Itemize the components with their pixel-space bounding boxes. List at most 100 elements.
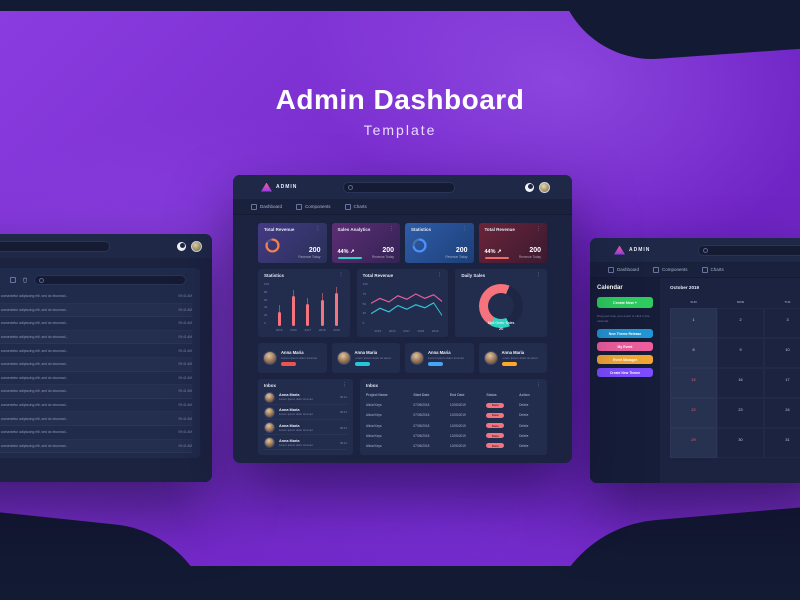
nav-item-dashboard[interactable]: Dashboard — [251, 203, 282, 210]
stat-card-total-revenue[interactable]: Total Revenue ⋮ 200 Revenue Today — [258, 223, 327, 263]
table-row[interactable]: Alicia Keys 07/05/2018 12/05/2019 Done Delet… — [366, 441, 541, 451]
kebab-menu-icon[interactable]: ⋮ — [389, 226, 394, 232]
calendar-cell[interactable]: 22 — [670, 398, 717, 428]
app-logo[interactable]: ADMIN — [261, 182, 297, 192]
profile-avatar — [336, 351, 351, 365]
status-pill[interactable]: Done — [486, 443, 505, 449]
kebab-menu-icon[interactable]: ⋮ — [536, 382, 541, 388]
nav-item-components[interactable]: Components — [653, 266, 688, 273]
table-row[interactable]: Alicia Keys 07/05/2018 12/05/2019 Done Delet… — [366, 410, 541, 420]
delete-action[interactable]: Delete — [519, 403, 529, 408]
nav-item-charts[interactable]: Charts — [344, 203, 367, 210]
calendar-cell[interactable]: 3 — [764, 308, 800, 338]
trash-icon[interactable] — [22, 277, 28, 283]
delete-action[interactable]: Delete — [519, 413, 529, 418]
inbox-row[interactable]: Anna Maria Lorem ipsum dolor sit amet 09:4… — [264, 436, 347, 451]
status-pill[interactable]: Done — [486, 433, 505, 439]
kebab-menu-icon[interactable]: ⋮ — [536, 226, 541, 232]
app-logo[interactable]: ADMIN — [614, 245, 650, 255]
event-button-my-event[interactable]: My Event — [597, 342, 653, 351]
table-row[interactable]: Alicia Keys 07/05/2018 12/05/2019 Done Delet… — [366, 421, 541, 431]
kebab-menu-icon[interactable]: ⋮ — [342, 382, 347, 388]
calendar-cell[interactable]: 24 — [764, 398, 800, 428]
message-row[interactable]: Lorem ipsum dolor sit amet, consectetur … — [0, 399, 192, 413]
message-row[interactable]: Lorem ipsum dolor sit amet, consectetur … — [0, 290, 192, 304]
nav-item-dashboard[interactable]: Dashboard — [608, 266, 640, 273]
search-input[interactable] — [698, 244, 800, 256]
create-new-button[interactable]: Create New + — [597, 297, 653, 308]
message-row[interactable]: Lorem ipsum dolor sit amet, consectetur … — [0, 385, 192, 399]
table-row[interactable]: Alicia Keys 07/05/2018 12/05/2019 Done Delet… — [366, 431, 541, 441]
calendar-cell[interactable]: 17 — [764, 368, 800, 398]
inbox-row[interactable]: Anna Maria Lorem ipsum dolor sit amet 09:4… — [264, 406, 347, 420]
mail-search-input[interactable] — [34, 275, 186, 285]
bar-group[interactable]: 2017 — [303, 297, 313, 332]
search-input[interactable] — [343, 181, 456, 193]
message-row[interactable]: Lorem ipsum dolor sit amet, consectetur … — [0, 358, 192, 372]
message-row[interactable]: Lorem ipsum dolor sit amet, consectetur … — [0, 304, 192, 318]
status-pill[interactable]: Done — [486, 412, 505, 418]
delete-action[interactable]: Delete — [519, 443, 529, 448]
kebab-menu-icon[interactable]: ⋮ — [437, 272, 443, 278]
message-row[interactable]: Lorem ipsum dolor sit amet, consectetur … — [0, 372, 192, 386]
calendar-cell[interactable]: 1 — [670, 308, 717, 338]
event-button-new-theme-release[interactable]: New Theme Release — [597, 329, 653, 338]
calendar-cell[interactable]: 8 — [670, 338, 717, 368]
status-pill[interactable]: Done — [486, 402, 505, 408]
delete-action[interactable]: Delete — [519, 423, 529, 428]
nav-item-icon — [251, 203, 257, 210]
profile-card[interactable]: Anna Maria Lorem ipsum dolor sit amet — [258, 343, 327, 373]
status-pill[interactable]: Done — [486, 423, 505, 429]
kebab-menu-icon[interactable]: ⋮ — [315, 226, 321, 232]
profile-card[interactable]: Anna Maria Lorem ipsum dolor sit amet — [478, 343, 547, 373]
user-avatar[interactable] — [539, 181, 550, 193]
bar-group[interactable]: 2015 — [274, 304, 284, 332]
bar-group[interactable]: 2019 — [331, 286, 341, 332]
calendar-cell[interactable]: 15 — [670, 368, 717, 398]
inbox-subtitle: Lorem ipsum dolor sit amet — [279, 397, 313, 402]
stat-card-statistics[interactable]: Statistics ⋮ 200 Revenue Today — [405, 223, 474, 263]
bar-chart-area: 2015 2016 2017 2018 2019 — [272, 281, 344, 333]
message-text: Lorem ipsum dolor sit amet, consectetur … — [0, 389, 69, 394]
delete-action[interactable]: Delete — [519, 433, 529, 438]
dark-mode-icon[interactable] — [177, 241, 186, 251]
nav-item-charts[interactable]: Charts — [701, 266, 724, 273]
bar — [292, 296, 295, 326]
calendar-cell[interactable]: 16 — [717, 368, 764, 398]
bar-group[interactable]: 2018 — [317, 292, 327, 332]
kebab-menu-icon[interactable]: ⋮ — [462, 226, 468, 232]
checkbox-icon[interactable] — [10, 277, 16, 283]
kebab-menu-icon[interactable]: ⋮ — [338, 272, 344, 278]
calendar-cell[interactable]: 31 — [764, 428, 800, 458]
message-row[interactable]: Lorem ipsum dolor sit amet, consectetur … — [0, 344, 192, 358]
calendar-cell[interactable]: 23 — [717, 398, 764, 428]
inbox-row[interactable]: Anna Maria Lorem ipsum dolor sit amet 09:4… — [264, 421, 347, 436]
stat-value-block: 200 Revenue Today — [372, 247, 394, 259]
nav-item-label: Components — [662, 267, 688, 272]
message-row[interactable]: Lorem ipsum dolor sit amet, consectetur … — [0, 317, 192, 331]
message-row[interactable]: Lorem ipsum dolor sit amet, consectetur … — [0, 440, 192, 454]
inbox-row[interactable]: Anna Maria Lorem ipsum dolor sit amet 09:4… — [264, 391, 347, 405]
stat-card-sales-analytics[interactable]: Sales Analytics ⋮ 44% ↗ 200 Revenue Today — [331, 223, 400, 263]
calendar-cell[interactable]: 30 — [717, 428, 764, 458]
nav-item-label: Dashboard — [617, 267, 640, 272]
nav-item-components[interactable]: Components — [296, 203, 331, 210]
message-row[interactable]: Lorem ipsum dolor sit amet, consectetur … — [0, 426, 192, 440]
profile-card[interactable]: Anna Maria Lorem ipsum dolor sit amet — [331, 343, 400, 373]
dark-mode-icon[interactable] — [525, 182, 534, 192]
user-avatar[interactable] — [191, 240, 202, 252]
search-input[interactable] — [0, 240, 110, 252]
donut-label-text: Mail Order Sales — [487, 321, 515, 325]
event-button-create-new-theme[interactable]: Create New Theme — [597, 368, 653, 377]
message-row[interactable]: Lorem ipsum dolor sit amet, consectetur … — [0, 412, 192, 426]
stat-card-total-revenue[interactable]: Total Revenue ⋮ 44% ↗ 200 Revenue Today — [478, 223, 547, 263]
bar-group[interactable]: 2016 — [289, 289, 299, 332]
calendar-cell[interactable]: 10 — [764, 338, 800, 368]
profile-card[interactable]: Anna Maria Lorem ipsum dolor sit amet — [405, 343, 474, 373]
message-row[interactable]: Lorem ipsum dolor sit amet, consectetur … — [0, 331, 192, 345]
event-button-event-manager[interactable]: Event Manager — [597, 355, 653, 364]
table-row[interactable]: Alicia Keys 07/05/2018 12/05/2019 Done Delet… — [366, 400, 541, 410]
calendar-cell[interactable]: 29 — [670, 428, 717, 458]
calendar-cell[interactable]: 2 — [717, 308, 764, 338]
calendar-cell[interactable]: 9 — [717, 338, 764, 368]
